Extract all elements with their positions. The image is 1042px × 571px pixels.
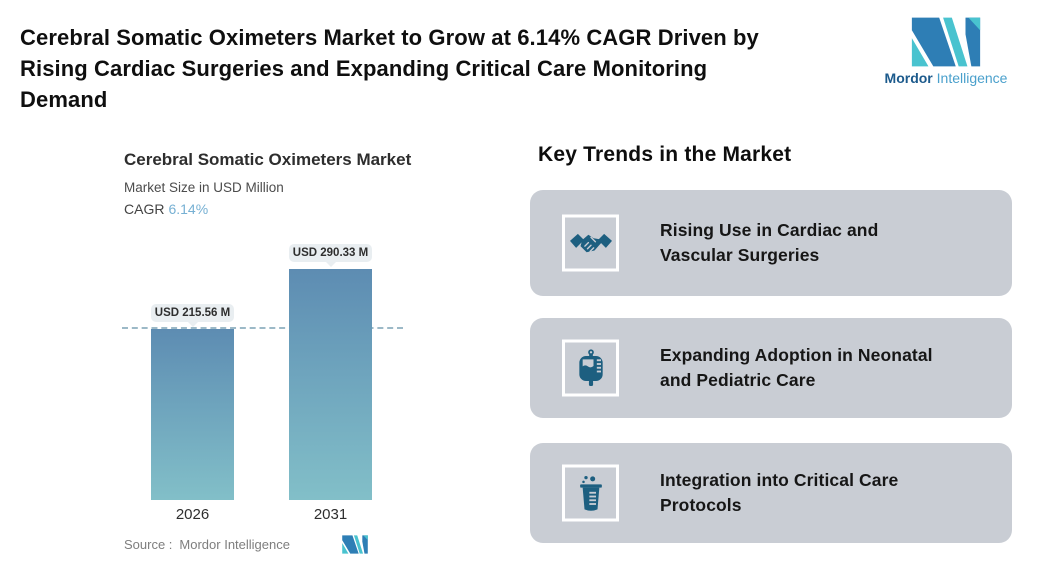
chart-title: Cerebral Somatic Oximeters Market xyxy=(124,150,412,169)
source-text: Source : Mordor Intelligence xyxy=(124,537,290,552)
brand-name-bold: Mordor xyxy=(884,70,933,86)
mordor-mini-logo-icon xyxy=(342,535,368,554)
cagr-label: CAGR xyxy=(124,201,165,217)
mordor-logo-icon xyxy=(911,17,981,67)
handshake-icon xyxy=(569,233,612,252)
bar-chart-plot: USD 215.56 M USD 290.33 M 2026 2031 xyxy=(122,240,416,523)
trend-text: Rising Use in Cardiac and Vascular Surge… xyxy=(660,220,879,265)
market-chart-panel: Cerebral Somatic Oximeters Market Market… xyxy=(122,140,416,565)
chart-cagr: CAGR 6.14% xyxy=(124,201,208,217)
reference-dashed-line xyxy=(122,327,403,329)
source-prefix: Source : xyxy=(124,537,173,552)
axis-tick-2026: 2026 xyxy=(175,506,210,523)
trend-card-protocols: Integration into Critical Care Protocols xyxy=(530,443,1012,543)
chart-subtitle: Market Size in USD Million xyxy=(124,180,284,195)
trend-text: Expanding Adoption in Neonatal and Pedia… xyxy=(660,345,933,390)
iv-bag-icon xyxy=(578,348,603,386)
bar-label-2026: USD 215.56 M xyxy=(151,304,234,322)
page-title: Cerebral Somatic Oximeters Market to Gro… xyxy=(20,25,759,112)
bar-2026 xyxy=(151,329,234,500)
axis-tick-2031: 2031 xyxy=(313,506,348,523)
brand-wordmark: Mordor Intelligence xyxy=(866,70,1026,86)
source-value: Mordor Intelligence xyxy=(179,537,290,552)
brand-logo: Mordor Intelligence xyxy=(866,16,1026,86)
bar-2031 xyxy=(289,269,372,500)
source-row: Source : Mordor Intelligence xyxy=(124,534,416,556)
trend-icon-box xyxy=(562,464,619,522)
trend-card-cardiac: Rising Use in Cardiac and Vascular Surge… xyxy=(530,190,1012,296)
beaker-icon xyxy=(579,475,602,511)
brand-name-light: Intelligence xyxy=(936,70,1008,86)
trend-text: Integration into Critical Care Protocols xyxy=(660,470,899,515)
trend-card-neonatal: Expanding Adoption in Neonatal and Pedia… xyxy=(530,318,1012,418)
trend-icon-box xyxy=(562,339,619,397)
cagr-value: 6.14% xyxy=(168,201,209,217)
trends-heading: Key Trends in the Market xyxy=(538,143,792,166)
bar-label-2031: USD 290.33 M xyxy=(289,244,372,262)
trend-icon-box xyxy=(562,214,619,272)
